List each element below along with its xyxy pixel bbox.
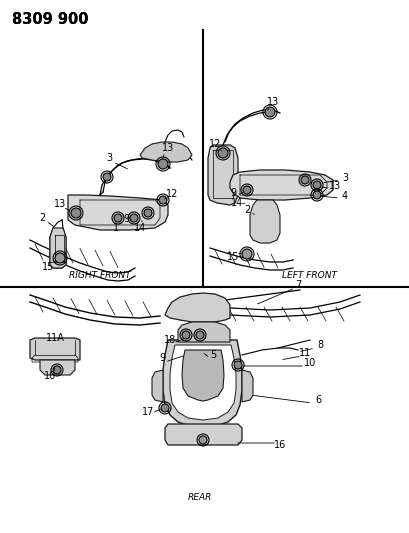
Text: 12: 12 <box>208 139 220 149</box>
Polygon shape <box>178 322 229 342</box>
Circle shape <box>71 208 81 218</box>
Polygon shape <box>30 338 80 360</box>
Text: 13: 13 <box>328 181 340 191</box>
Text: 16: 16 <box>273 440 285 450</box>
Circle shape <box>196 331 204 339</box>
Text: 7: 7 <box>294 280 300 290</box>
Polygon shape <box>229 170 332 200</box>
Text: 3: 3 <box>341 173 347 183</box>
Circle shape <box>312 181 320 189</box>
Text: 8: 8 <box>316 340 322 350</box>
Text: 2: 2 <box>39 213 45 223</box>
Polygon shape <box>164 424 241 445</box>
Circle shape <box>53 366 61 374</box>
Polygon shape <box>164 293 229 322</box>
Text: LEFT FRONT: LEFT FRONT <box>282 271 337 279</box>
Polygon shape <box>68 195 168 230</box>
Circle shape <box>159 196 166 204</box>
Circle shape <box>130 214 138 222</box>
Text: 14: 14 <box>230 198 243 208</box>
Circle shape <box>55 253 65 263</box>
Text: 10: 10 <box>44 371 56 381</box>
Text: 17: 17 <box>142 407 154 417</box>
Circle shape <box>243 186 250 194</box>
Text: 3: 3 <box>106 153 112 163</box>
Circle shape <box>182 331 189 339</box>
Circle shape <box>114 214 122 222</box>
Text: 15: 15 <box>226 252 238 262</box>
Circle shape <box>144 209 152 217</box>
Text: 10: 10 <box>303 358 315 368</box>
Text: REAR: REAR <box>187 494 212 503</box>
Circle shape <box>157 159 168 169</box>
Polygon shape <box>50 228 66 268</box>
Circle shape <box>312 191 320 199</box>
Text: 13: 13 <box>54 199 66 209</box>
Circle shape <box>264 107 274 117</box>
Circle shape <box>103 173 111 181</box>
Text: 14: 14 <box>134 223 146 233</box>
Text: 4: 4 <box>341 191 347 201</box>
Circle shape <box>218 148 227 158</box>
Polygon shape <box>249 200 279 243</box>
Circle shape <box>161 404 169 412</box>
Text: 6: 6 <box>314 395 320 405</box>
Polygon shape <box>163 340 241 427</box>
Text: 13: 13 <box>162 143 174 153</box>
Text: 18: 18 <box>164 335 176 345</box>
Text: 11: 11 <box>298 348 310 358</box>
Text: 9: 9 <box>159 353 165 363</box>
Polygon shape <box>207 145 237 205</box>
Text: RIGHT FRONT: RIGHT FRONT <box>69 271 130 279</box>
Text: 8309 900: 8309 900 <box>12 12 88 27</box>
Text: 2: 2 <box>243 205 249 215</box>
Polygon shape <box>152 370 163 402</box>
Circle shape <box>300 176 308 184</box>
Text: 5: 5 <box>209 350 216 360</box>
Text: 1: 1 <box>112 223 119 233</box>
Circle shape <box>198 436 207 444</box>
Text: 12: 12 <box>165 189 178 199</box>
Circle shape <box>241 249 252 259</box>
Polygon shape <box>139 142 191 162</box>
Circle shape <box>234 361 241 369</box>
Text: 8309 900: 8309 900 <box>12 12 89 27</box>
Text: 9: 9 <box>229 188 236 198</box>
Polygon shape <box>40 360 75 375</box>
Polygon shape <box>182 350 223 401</box>
Text: 9: 9 <box>123 214 129 224</box>
Text: 13: 13 <box>266 97 279 107</box>
Text: 15: 15 <box>42 262 54 272</box>
Text: 11A: 11A <box>45 333 64 343</box>
Polygon shape <box>241 370 252 402</box>
Polygon shape <box>170 345 236 420</box>
